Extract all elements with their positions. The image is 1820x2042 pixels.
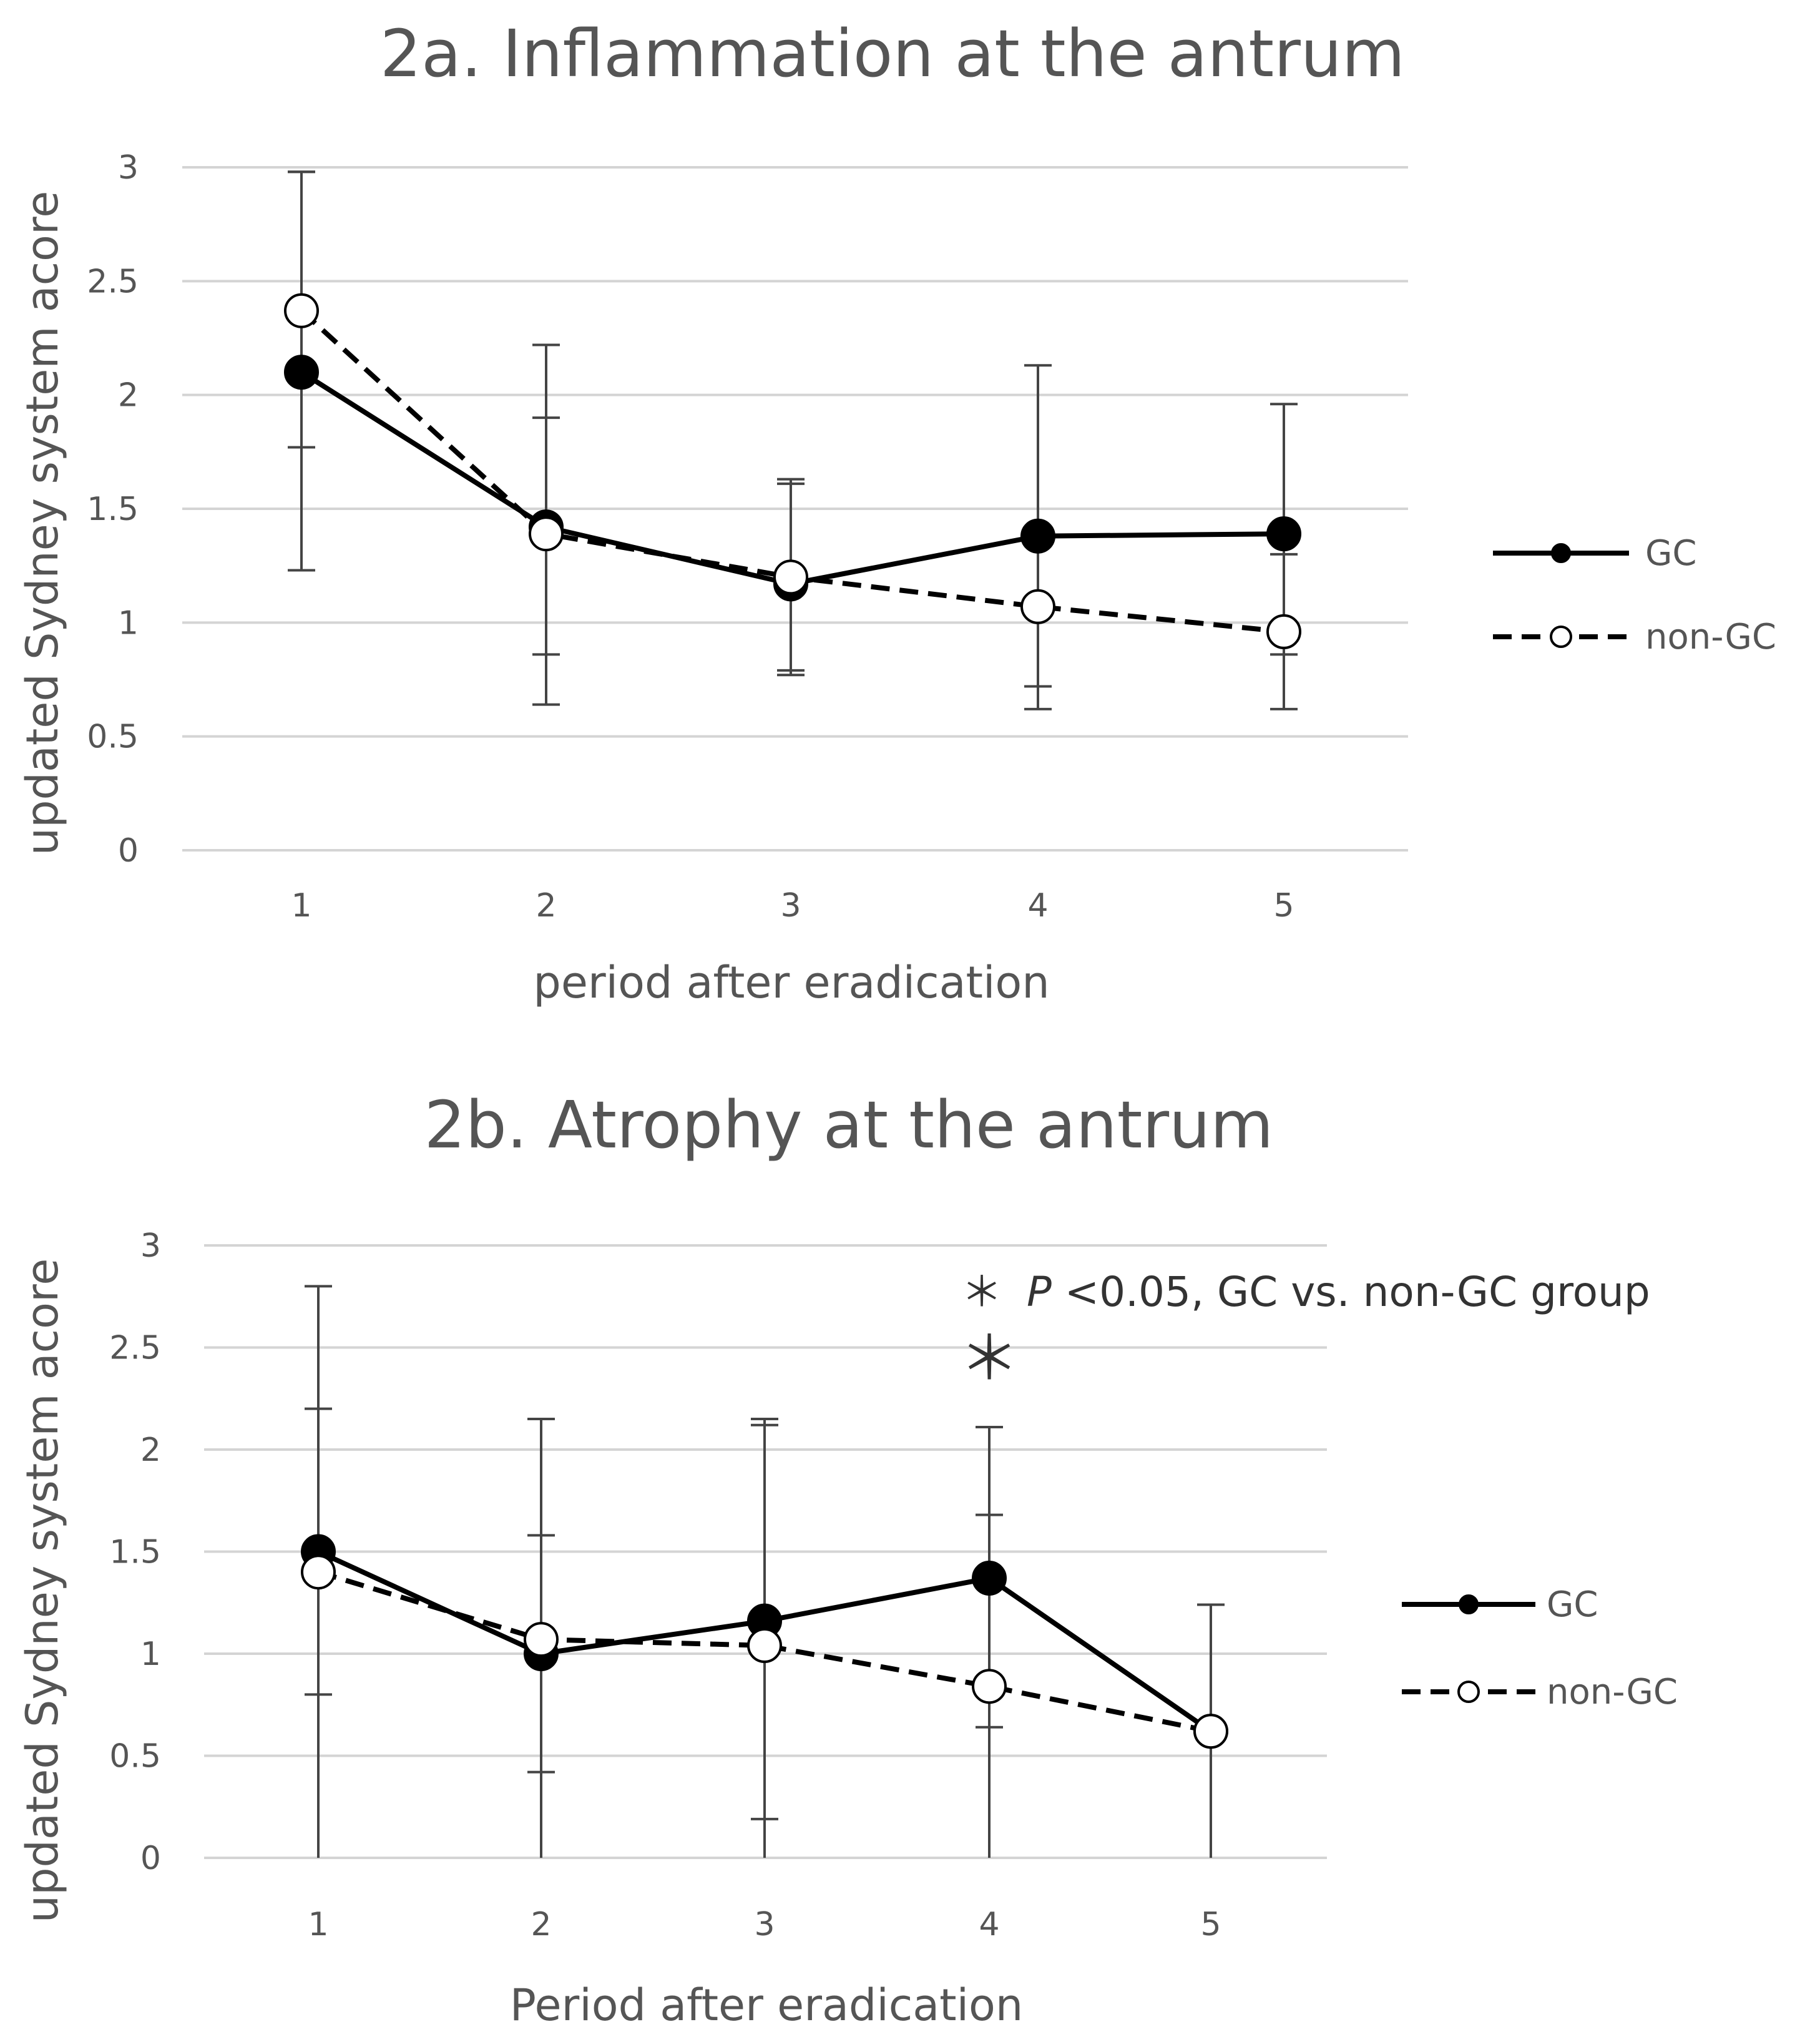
chart-2b-legend-gc-label: GC <box>1547 1584 1598 1625</box>
chart-2a-legend-gc-label: GC <box>1645 533 1697 574</box>
chart-2a-y-tick-label: 2.5 <box>87 263 139 300</box>
chart-2a-nongc-point <box>773 559 808 595</box>
chart-2a-gc-point <box>284 355 319 390</box>
chart-2b-x-tick-label: 1 <box>308 1906 328 1943</box>
chart-2b-y-axis-label: updated Sydney system acore <box>17 1259 68 1923</box>
chart-2a-x-axis-label: period after eradication <box>533 957 1049 1008</box>
chart-2b-significance-star: ＊ <box>959 1323 1019 1393</box>
chart-2b-note-text: <0.05, GC vs. non-GC group <box>1065 1268 1650 1316</box>
chart-2a-markers <box>284 293 1301 649</box>
chart-2a-y-ticks: 0 0.5 1 1.5 2 2.5 3 <box>87 149 139 870</box>
chart-2b-markers <box>301 1534 1228 1749</box>
chart-2a-x-tick-label: 5 <box>1273 887 1294 925</box>
chart-2b-y-tick-label: 2 <box>140 1431 161 1469</box>
chart-2b-annotations: ＊ <box>959 1323 1019 1393</box>
chart-2b-legend-nongc-label: non-GC <box>1547 1672 1678 1712</box>
chart-2b-legend-gc-marker <box>1459 1594 1479 1614</box>
chart-2b-y-tick-label: 1.5 <box>109 1534 161 1571</box>
chart-2a-legend-gc-marker <box>1551 543 1571 563</box>
chart-2b-note-p: P <box>1027 1268 1052 1316</box>
chart-2b-nongc-point <box>972 1669 1007 1704</box>
chart-2a-y-tick-label: 0 <box>118 832 139 870</box>
chart-2a-x-tick-label: 3 <box>780 887 801 925</box>
chart-2a-title: 2a. Inflammation at the antrum <box>380 16 1405 92</box>
chart-2b-y-tick-label: 2.5 <box>109 1330 161 1367</box>
chart-2a-y-tick-label: 2 <box>118 377 139 415</box>
chart-2a-legend-nongc-label: non-GC <box>1645 617 1776 657</box>
chart-2b-x-tick-label: 5 <box>1200 1906 1221 1943</box>
chart-2a-gc-point <box>1266 516 1301 552</box>
chart-2b-legend: GC non-GC <box>1402 1584 1678 1712</box>
chart-2b-nongc-point <box>301 1554 336 1590</box>
chart-2b-title: 2b. Atrophy at the antrum <box>424 1087 1274 1163</box>
chart-2a-x-tick-label: 2 <box>536 887 556 925</box>
chart-2a-legend: GC non-GC <box>1493 533 1776 657</box>
chart-2b-y-tick-label: 1 <box>140 1636 161 1673</box>
chart-2b-x-tick-label: 4 <box>979 1906 999 1943</box>
chart-2b-nongc-point <box>747 1627 782 1663</box>
chart-2b-x-tick-label: 3 <box>754 1906 775 1943</box>
chart-2b-nongc-point <box>1193 1714 1228 1749</box>
chart-2a-legend-nongc-marker <box>1550 626 1572 648</box>
chart-2a: 2a. Inflammation at the antrum 0 0.5 1 1.5 2… <box>17 16 1776 1008</box>
chart-2a-y-tick-label: 0.5 <box>87 719 139 756</box>
chart-2b-significance-note: ＊ P <0.05, GC vs. non-GC group <box>961 1268 1650 1316</box>
chart-2a-y-axis-label: updated Sydney system acore <box>17 191 68 856</box>
chart-2b-x-axis-label: Period after eradication <box>510 1980 1023 2031</box>
chart-2a-nongc-point <box>1266 614 1301 649</box>
chart-2b-x-tick-label: 2 <box>531 1906 551 1943</box>
chart-2b-gc-point <box>972 1561 1007 1596</box>
chart-2a-gc-point <box>1020 518 1055 554</box>
chart-2b-y-tick-label: 3 <box>140 1227 161 1265</box>
chart-2b-nongc-point <box>524 1622 559 1657</box>
chart-2b-legend-nongc-marker <box>1457 1681 1480 1703</box>
chart-2a-nongc-point <box>284 293 319 328</box>
chart-2b-error-bars <box>305 1285 1225 1858</box>
chart-2a-y-tick-label: 1.5 <box>87 491 139 528</box>
chart-2b-y-tick-label: 0.5 <box>109 1738 161 1775</box>
chart-2a-x-tick-label: 1 <box>291 887 311 925</box>
chart-2b-x-ticks: 1 2 3 4 5 <box>308 1906 1221 1943</box>
chart-2a-nongc-point <box>1020 589 1055 624</box>
chart-2a-x-tick-label: 4 <box>1027 887 1048 925</box>
chart-2b-note-star: ＊ <box>961 1268 1002 1316</box>
chart-2b-y-ticks: 0 0.5 1 1.5 2 2.5 3 <box>109 1227 161 1877</box>
chart-2b: 2b. Atrophy at the antrum 00.511.522.53 … <box>17 1087 1678 2031</box>
chart-2a-x-ticks: 1 2 3 4 5 <box>291 887 1294 925</box>
chart-2a-nongc-point <box>529 516 564 552</box>
chart-2b-y-tick-label: 0 <box>140 1840 161 1877</box>
chart-2a-y-tick-label: 3 <box>118 149 139 187</box>
chart-2a-y-tick-label: 1 <box>118 604 139 642</box>
chart-2a-gridlines <box>182 166 1408 852</box>
chart-2a-error-bars <box>288 170 1298 710</box>
